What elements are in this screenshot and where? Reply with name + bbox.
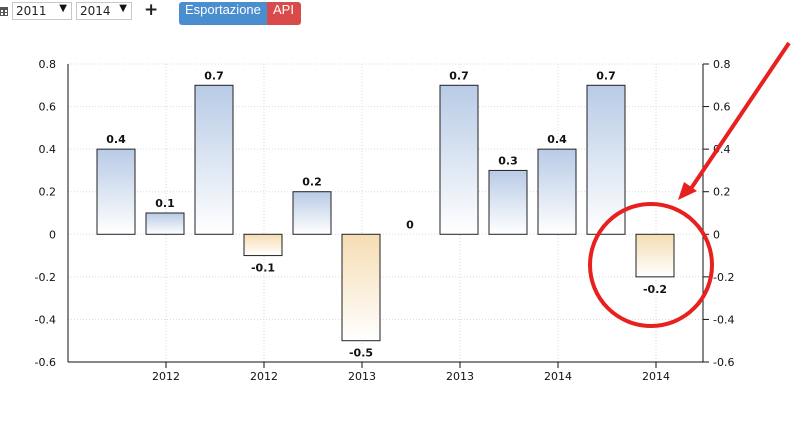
bar xyxy=(96,148,136,235)
bar-data-label: 0.7 xyxy=(449,69,469,82)
bars xyxy=(96,84,675,342)
red-arrow xyxy=(688,41,791,192)
x-tick-label: 2013 xyxy=(348,370,376,383)
add-icon[interactable]: + xyxy=(144,0,159,20)
y-tick-label-left: 0.8 xyxy=(39,58,57,71)
y-tick-label-right: 0.6 xyxy=(713,101,731,114)
red-arrow-head xyxy=(678,182,697,200)
bar-data-label: 0.7 xyxy=(596,69,616,82)
y-tick-label-left: -0.6 xyxy=(35,356,56,369)
bar xyxy=(537,148,577,235)
y-tick-label-left: 0.4 xyxy=(39,143,57,156)
start-year-select[interactable]: 2011 ▼ xyxy=(12,2,72,20)
bar xyxy=(194,84,234,235)
end-year-value: 2014 xyxy=(80,4,111,18)
bar-data-label: 0.4 xyxy=(106,133,126,146)
y-tick-label-left: 0.6 xyxy=(39,101,57,114)
bar xyxy=(243,233,283,257)
bar-data-label: 0.7 xyxy=(204,69,224,82)
bar xyxy=(292,191,332,235)
y-tick-label-right: -0.4 xyxy=(713,313,734,326)
y-tick-label-left: 0 xyxy=(49,228,56,241)
bar xyxy=(145,212,185,235)
start-year-value: 2011 xyxy=(16,4,47,18)
annotation xyxy=(588,41,791,328)
export-button[interactable]: Esportazione xyxy=(179,2,267,25)
y-tick-label-right: 0.8 xyxy=(713,58,731,71)
x-tick-label: 2014 xyxy=(642,370,670,383)
bar xyxy=(341,233,381,342)
bar-data-label: 0.1 xyxy=(155,197,175,210)
bar xyxy=(439,84,479,235)
end-year-select[interactable]: 2014 ▼ xyxy=(76,2,132,20)
bar-data-label: 0.4 xyxy=(547,133,567,146)
y-tick-label-left: -0.2 xyxy=(35,271,56,284)
y-tick-label-left: 0.2 xyxy=(39,186,57,199)
bar-data-label: -0.5 xyxy=(349,347,373,360)
bar-data-label: 0 xyxy=(406,218,414,231)
y-tick-label-right: 0.2 xyxy=(713,186,731,199)
bar xyxy=(488,169,528,235)
bar xyxy=(635,233,675,278)
api-button[interactable]: API xyxy=(267,2,301,25)
bar-data-label: -0.2 xyxy=(643,283,667,296)
chevron-down-icon: ▼ xyxy=(59,3,67,14)
data-labels: 0.4 0.1 0.7 -0.1 0.2 -0.5 0 0.7 0.3 0.4 0.7 -0.2 xyxy=(106,69,667,359)
x-tick-label: 2014 xyxy=(544,370,572,383)
bar-data-label: -0.1 xyxy=(251,262,275,275)
chevron-down-icon: ▼ xyxy=(119,3,127,14)
x-tick-label: 2013 xyxy=(446,370,474,383)
calendar-icon[interactable] xyxy=(0,6,8,16)
bar-data-label: 0.2 xyxy=(302,176,322,189)
bar-data-label: 0.3 xyxy=(498,154,518,167)
x-tick-label: 2012 xyxy=(152,370,180,383)
y-tick-label-right: -0.6 xyxy=(713,356,734,369)
bar xyxy=(586,84,626,235)
y-tick-label-right: 0 xyxy=(713,228,720,241)
x-tick-label: 2012 xyxy=(250,370,278,383)
y-tick-label-left: -0.4 xyxy=(35,313,56,326)
red-circle xyxy=(588,202,714,328)
y-tick-label-right: -0.2 xyxy=(713,271,734,284)
